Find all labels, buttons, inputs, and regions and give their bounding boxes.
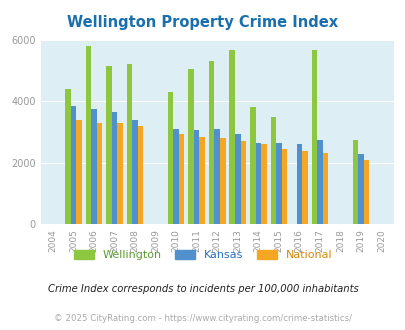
- Bar: [209, 61, 214, 224]
- Bar: [106, 66, 111, 224]
- Bar: [229, 50, 234, 224]
- Bar: [96, 123, 102, 224]
- Bar: [255, 143, 260, 224]
- Bar: [138, 126, 143, 224]
- Bar: [281, 149, 286, 224]
- Bar: [260, 144, 266, 224]
- Text: © 2025 CityRating.com - https://www.cityrating.com/crime-statistics/: © 2025 CityRating.com - https://www.city…: [54, 314, 351, 323]
- Bar: [194, 130, 199, 224]
- Bar: [214, 129, 220, 224]
- Bar: [65, 89, 70, 224]
- Bar: [70, 106, 76, 224]
- Bar: [316, 140, 322, 224]
- Bar: [167, 92, 173, 224]
- Bar: [322, 153, 327, 224]
- Bar: [126, 64, 132, 224]
- Text: Wellington Property Crime Index: Wellington Property Crime Index: [67, 15, 338, 30]
- Bar: [220, 138, 225, 224]
- Legend: Wellington, Kansas, National: Wellington, Kansas, National: [74, 250, 331, 260]
- Bar: [249, 107, 255, 224]
- Bar: [301, 151, 307, 224]
- Bar: [270, 116, 275, 224]
- Bar: [111, 112, 117, 224]
- Bar: [132, 120, 138, 224]
- Bar: [363, 160, 369, 224]
- Bar: [199, 137, 205, 224]
- Text: Crime Index corresponds to incidents per 100,000 inhabitants: Crime Index corresponds to incidents per…: [47, 284, 358, 294]
- Bar: [173, 129, 179, 224]
- Bar: [311, 50, 316, 224]
- Bar: [179, 134, 184, 224]
- Bar: [234, 134, 240, 224]
- Bar: [275, 143, 281, 224]
- Bar: [240, 141, 245, 224]
- Bar: [91, 109, 96, 224]
- Bar: [296, 144, 301, 224]
- Bar: [352, 140, 357, 224]
- Bar: [85, 46, 91, 224]
- Bar: [117, 123, 123, 224]
- Bar: [76, 120, 81, 224]
- Bar: [357, 154, 363, 224]
- Bar: [188, 69, 194, 224]
